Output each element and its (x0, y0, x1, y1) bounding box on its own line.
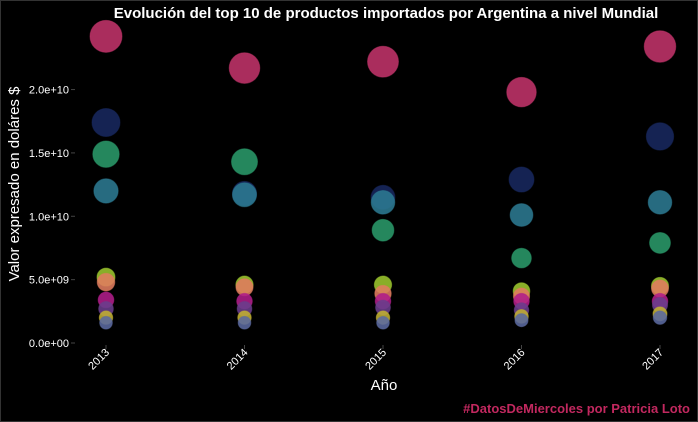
y-tick-label: 1.0e+10 (29, 211, 69, 223)
y-tick-label: 2.0e+10 (29, 85, 69, 97)
data-point (643, 30, 677, 63)
data-point (649, 231, 671, 254)
y-tick-label: 1.5e+10 (29, 148, 69, 160)
data-point (370, 190, 396, 215)
data-point (99, 315, 113, 330)
data-point (91, 107, 121, 138)
y-tick-label: 5.0e+09 (29, 275, 69, 287)
data-points (89, 19, 677, 330)
data-point (514, 313, 529, 328)
chart-title: Evolución del top 10 de productos import… (114, 5, 659, 22)
data-point (511, 247, 532, 269)
data-point (506, 76, 537, 108)
data-point (228, 52, 261, 84)
data-point (509, 203, 534, 227)
y-axis-title: Valor expresado en doláres $ (6, 86, 23, 282)
data-point (93, 178, 119, 204)
data-point (92, 140, 120, 168)
y-axis: 0.0e+00 5.0e+09 1.0e+10 1.5e+10 2.0e+10 (29, 85, 75, 350)
data-point (231, 148, 258, 176)
y-tick-label: 0.0e+00 (29, 338, 69, 350)
data-point (508, 166, 535, 193)
data-point (647, 190, 673, 215)
x-axis-title: Año (371, 377, 398, 394)
data-point (231, 182, 258, 208)
data-point (645, 122, 675, 151)
data-point (237, 315, 252, 330)
data-point (371, 218, 395, 242)
data-point (89, 19, 123, 53)
data-point (367, 45, 399, 78)
chart-caption: #DatosDeMiercoles por Patricia Loto (463, 401, 690, 416)
data-point (96, 272, 116, 292)
data-point (376, 315, 390, 330)
data-point (652, 310, 668, 325)
